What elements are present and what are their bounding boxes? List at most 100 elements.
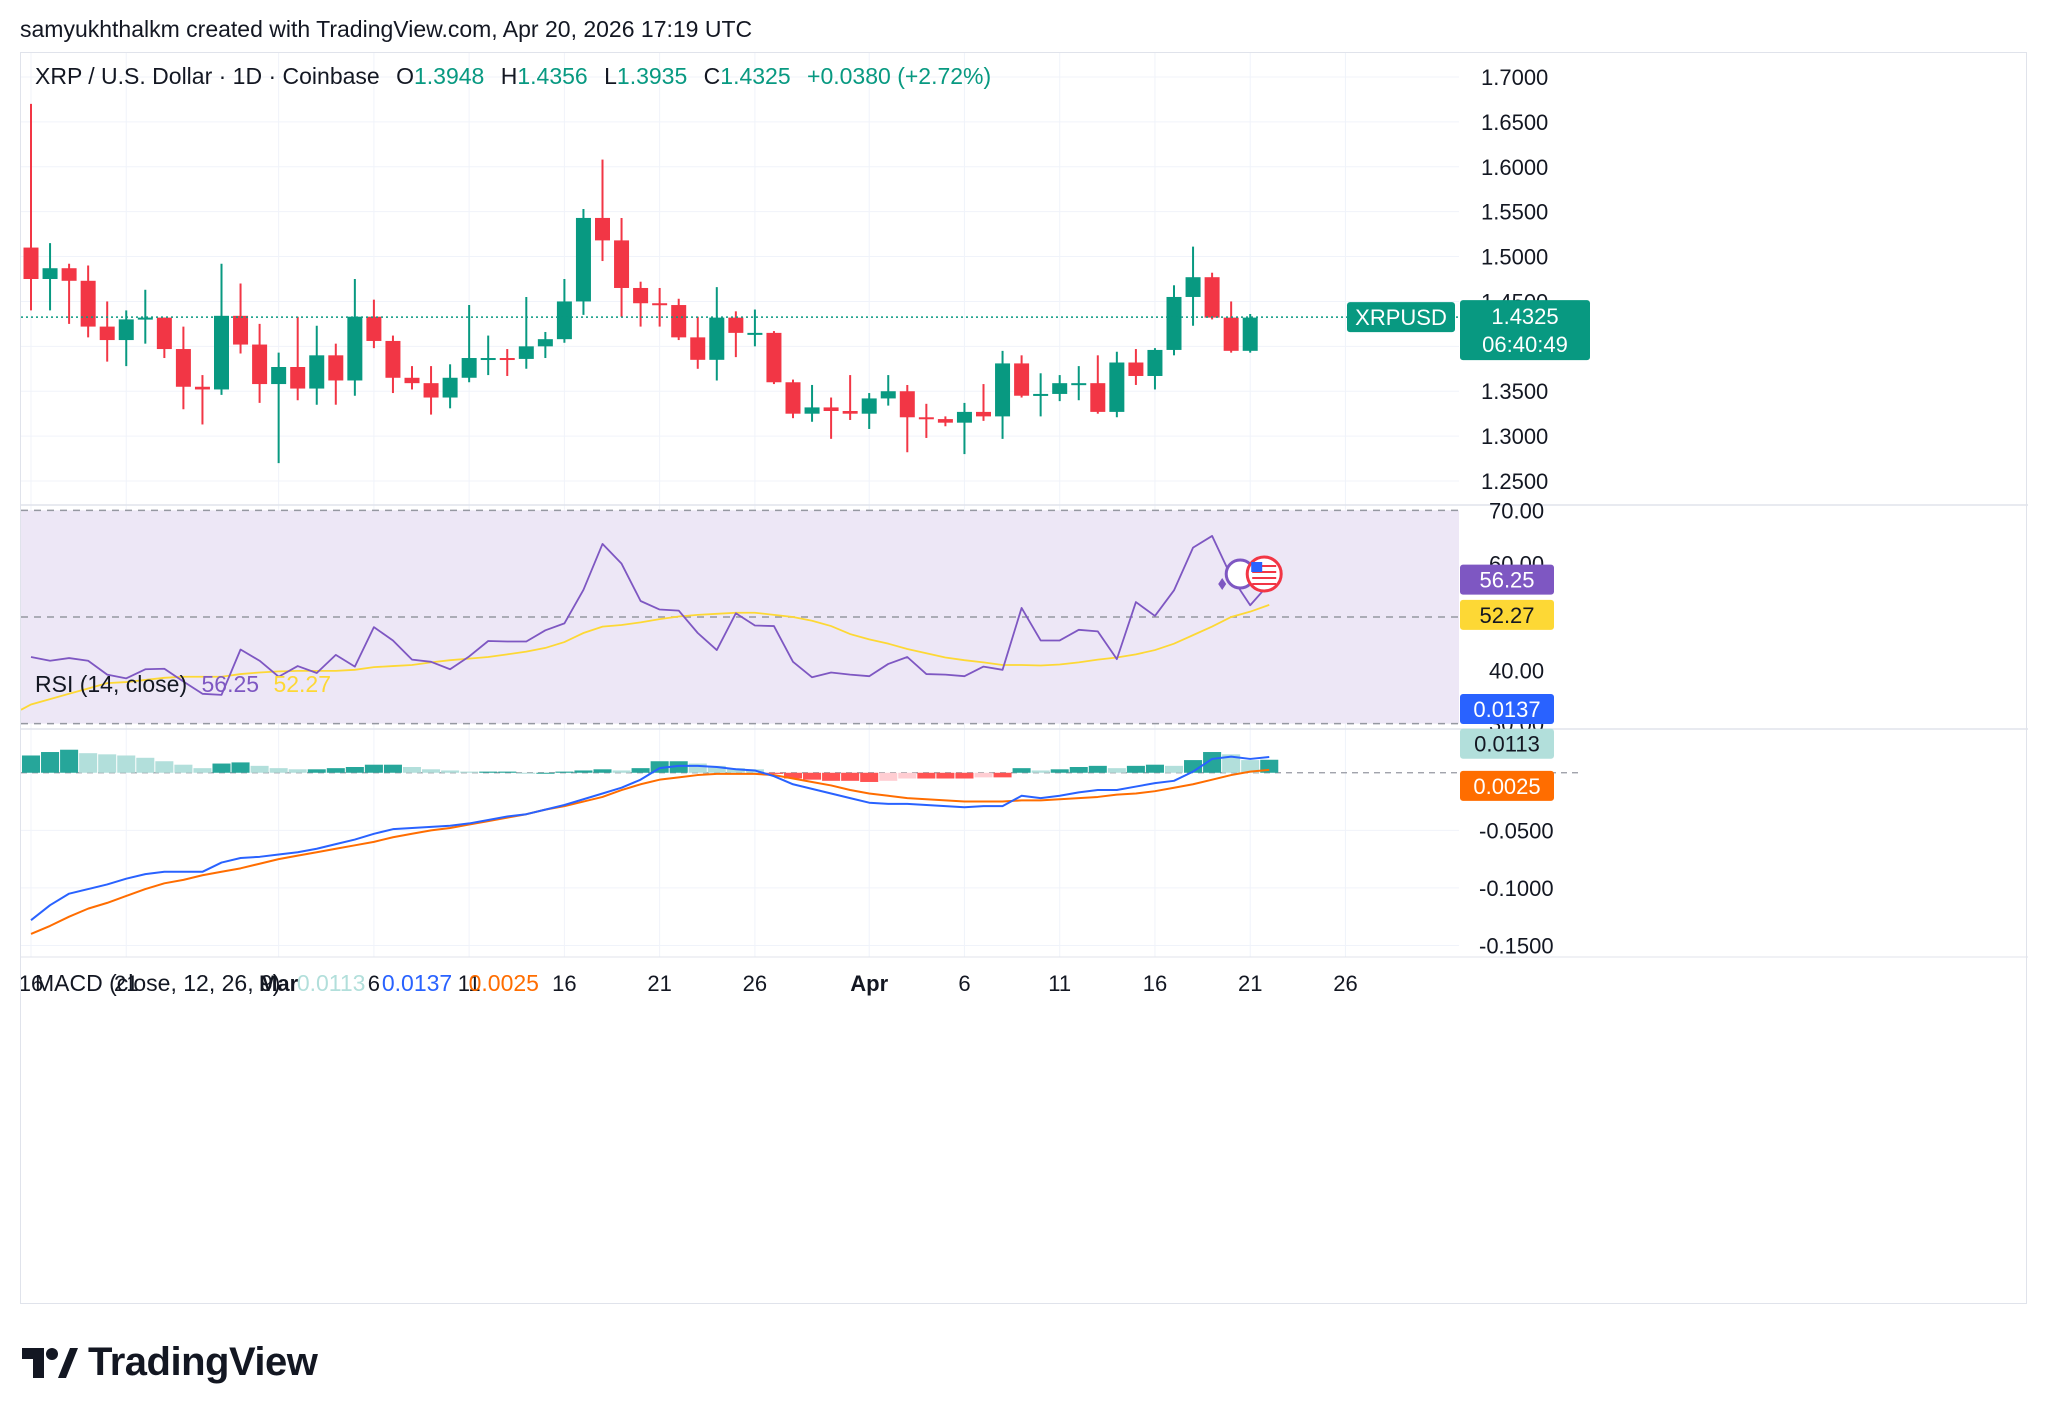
candle-body[interactable] [633,287,649,304]
candle[interactable] [652,287,668,327]
candle-body[interactable] [976,411,991,417]
candle-body[interactable] [175,349,191,387]
candle-body[interactable] [880,391,896,399]
candle-body[interactable] [1147,349,1163,376]
candle-body[interactable] [42,268,58,279]
candle-body[interactable] [80,280,96,327]
candle[interactable] [728,311,744,358]
candle[interactable] [366,299,382,349]
candle[interactable] [99,301,115,362]
candle[interactable] [1147,348,1163,390]
candle[interactable] [1071,366,1087,401]
candle-body[interactable] [709,317,725,360]
candle-body[interactable] [271,367,287,385]
candle-body[interactable] [480,358,496,361]
candle-body[interactable] [1052,383,1068,394]
chart-panel[interactable]: 1.70001.65001.60001.55001.50001.45001.40… [20,52,2028,1305]
candle-body[interactable] [842,411,858,414]
candle[interactable] [480,335,496,376]
candle-body[interactable] [1033,393,1049,396]
candle[interactable] [880,375,896,406]
candle[interactable] [61,263,77,324]
candle-body[interactable] [785,382,801,414]
candle[interactable] [499,349,515,376]
candle-body[interactable] [385,340,401,378]
candle[interactable] [1128,349,1144,385]
chart-canvas[interactable]: 1.70001.65001.60001.55001.50001.45001.40… [21,53,2028,1305]
candle-body[interactable] [214,315,229,390]
tradingview-logo[interactable]: TradingView [22,1340,318,1385]
candle[interactable] [42,243,58,311]
candle-body[interactable] [1242,317,1258,351]
candle[interactable] [118,310,134,367]
candle[interactable] [252,323,268,403]
candle[interactable] [671,298,687,341]
candle[interactable] [1166,285,1182,356]
candle-body[interactable] [804,407,820,414]
candle[interactable] [1185,246,1201,326]
candle-body[interactable] [595,217,610,241]
candle[interactable] [137,289,153,344]
candle-body[interactable] [99,326,115,341]
candle-body[interactable] [518,346,534,359]
candle[interactable] [842,375,858,420]
candle[interactable] [633,281,649,327]
candle[interactable] [1014,355,1030,398]
candle[interactable] [1242,314,1258,353]
candle[interactable] [1033,373,1049,417]
candle[interactable] [995,350,1011,439]
candle-body[interactable] [1166,296,1182,350]
candle[interactable] [785,379,801,419]
candle-body[interactable] [347,316,363,381]
candle-body[interactable] [1223,317,1239,351]
candle-body[interactable] [309,355,325,389]
candle-body[interactable] [366,316,382,341]
candle-body[interactable] [575,217,591,302]
candle-body[interactable] [728,317,744,333]
candle-body[interactable] [423,383,439,398]
candle-body[interactable] [823,407,839,411]
candle[interactable] [1052,375,1068,402]
candle-body[interactable] [1185,277,1201,297]
candle-body[interactable] [899,391,915,418]
candle[interactable] [175,326,191,410]
candle-body[interactable] [937,419,953,423]
candle[interactable] [690,316,706,369]
candle[interactable] [214,263,229,395]
candle-body[interactable] [328,355,344,381]
candle-body[interactable] [671,305,687,338]
candle[interactable] [194,375,210,425]
candle[interactable] [1090,355,1106,414]
candle[interactable] [1223,301,1239,353]
candle-body[interactable] [537,339,553,347]
candle[interactable] [861,393,877,429]
candle[interactable] [347,279,363,396]
candle-body[interactable] [461,358,477,378]
candle-body[interactable] [137,317,153,320]
candle[interactable] [537,331,553,359]
candle[interactable] [709,287,725,381]
candle-body[interactable] [766,332,782,383]
candle[interactable] [575,208,591,315]
candle-body[interactable] [252,344,268,385]
candlesticks[interactable] [23,103,1258,464]
candle-body[interactable] [861,398,877,414]
candle[interactable] [518,296,534,369]
candle-body[interactable] [233,315,249,345]
candle[interactable] [385,335,401,394]
candle[interactable] [423,366,439,415]
candle[interactable] [937,416,953,427]
candle-body[interactable] [747,332,763,335]
candle[interactable] [309,325,325,405]
candle[interactable] [766,331,782,385]
candle-body[interactable] [442,377,458,398]
candle[interactable] [156,317,172,359]
candle[interactable] [442,364,458,409]
candle-body[interactable] [956,411,972,423]
candle-body[interactable] [156,317,172,350]
candle[interactable] [899,384,915,453]
candle[interactable] [461,305,477,383]
candle[interactable] [1109,351,1125,418]
candle-body[interactable] [1109,362,1125,412]
candle[interactable] [23,103,39,311]
